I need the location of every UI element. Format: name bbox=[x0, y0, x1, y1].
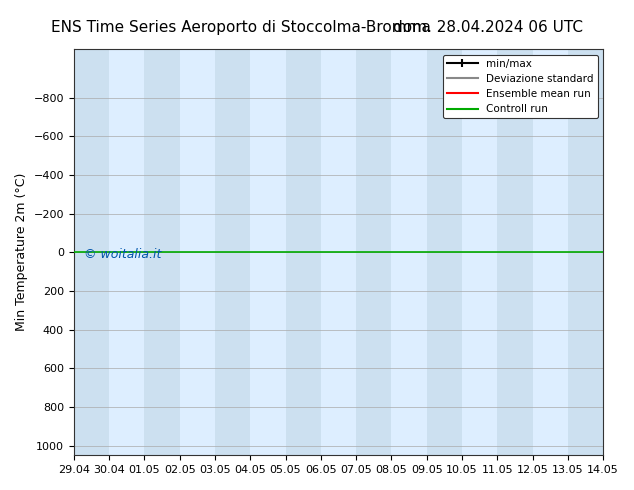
Bar bbox=[179, 49, 215, 455]
Bar bbox=[215, 49, 250, 455]
Bar bbox=[427, 49, 462, 455]
Y-axis label: Min Temperature 2m (°C): Min Temperature 2m (°C) bbox=[15, 173, 28, 331]
Bar bbox=[74, 49, 109, 455]
Bar bbox=[145, 49, 179, 455]
Text: © woitalia.it: © woitalia.it bbox=[84, 248, 162, 261]
Bar bbox=[285, 49, 321, 455]
Bar bbox=[568, 49, 603, 455]
Text: dom. 28.04.2024 06 UTC: dom. 28.04.2024 06 UTC bbox=[393, 20, 583, 35]
Bar bbox=[250, 49, 285, 455]
Bar bbox=[533, 49, 568, 455]
Bar bbox=[497, 49, 533, 455]
Bar bbox=[391, 49, 427, 455]
Text: ENS Time Series Aeroporto di Stoccolma-Bromma: ENS Time Series Aeroporto di Stoccolma-B… bbox=[51, 20, 430, 35]
Bar bbox=[356, 49, 391, 455]
Bar bbox=[109, 49, 145, 455]
Legend: min/max, Deviazione standard, Ensemble mean run, Controll run: min/max, Deviazione standard, Ensemble m… bbox=[443, 54, 598, 119]
Bar bbox=[462, 49, 497, 455]
Bar bbox=[321, 49, 356, 455]
